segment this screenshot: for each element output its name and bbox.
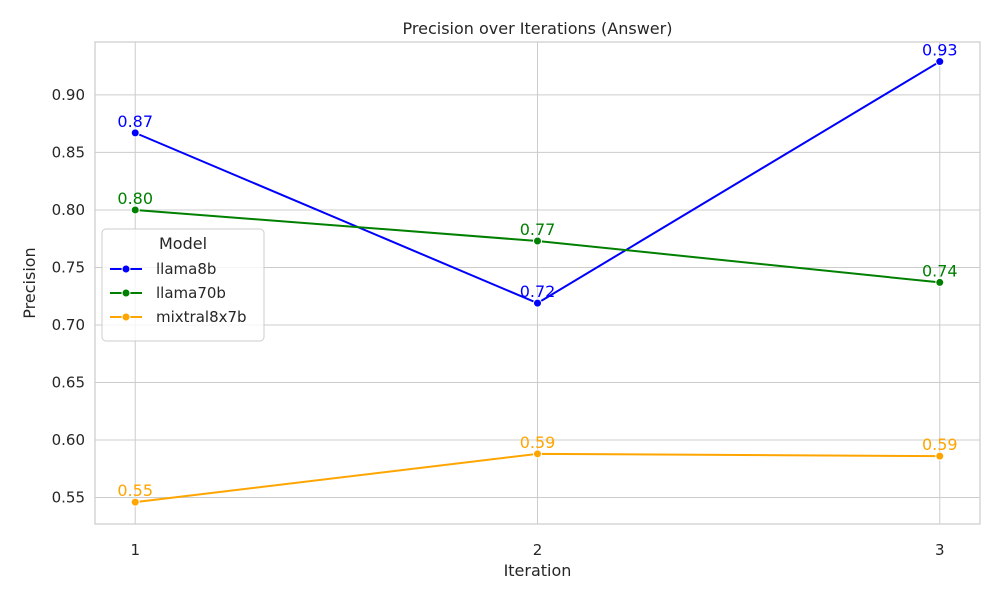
- y-tick-label: 0.75: [52, 258, 85, 276]
- data-point: [533, 449, 542, 459]
- y-tick-label: 0.65: [52, 374, 85, 392]
- data-label: 0.59: [922, 435, 958, 454]
- legend-label: llama8b: [156, 260, 216, 278]
- y-tick-label: 0.70: [52, 316, 85, 334]
- legend-item-llama70b: llama70b: [110, 284, 226, 302]
- data-point: [533, 298, 542, 308]
- data-label: 0.55: [117, 481, 153, 500]
- x-axis-title: Iteration: [504, 561, 572, 580]
- legend-swatch-marker: [121, 312, 131, 322]
- data-label: 0.93: [922, 41, 958, 60]
- data-point: [935, 451, 945, 461]
- legend-item-mixtral8x7b: mixtral8x7b: [110, 308, 247, 326]
- data-label: 0.87: [117, 112, 153, 131]
- y-tick-label: 0.60: [52, 431, 85, 449]
- plot-area: [94, 41, 981, 525]
- legend-box: [101, 228, 265, 342]
- legend-label: llama70b: [156, 284, 226, 302]
- y-tick-label: 0.85: [52, 143, 85, 161]
- series-mixtral8x7b: 0.55 0.59 0.59: [117, 433, 958, 507]
- data-point: [533, 236, 542, 246]
- legend-title: Model: [159, 234, 207, 253]
- y-tick-label: 0.90: [52, 86, 85, 104]
- x-tick-label: 3: [935, 541, 945, 559]
- legend-item-llama8b: llama8b: [110, 260, 216, 278]
- data-point: [130, 128, 140, 138]
- data-point: [130, 497, 140, 507]
- y-tick-label: 0.80: [52, 201, 85, 219]
- x-tick-label: 1: [130, 541, 140, 559]
- series-layer: 0.87 0.72 0.93 0.80 0.77 0.74 0.55 0.59 0.59: [117, 41, 958, 507]
- y-axis-title: Precision: [20, 247, 39, 318]
- chart-title: Precision over Iterations (Answer): [403, 19, 673, 38]
- data-point: [935, 57, 945, 67]
- legend-swatch-marker: [121, 288, 131, 298]
- legend-swatch-marker: [121, 264, 131, 274]
- legend-label: mixtral8x7b: [156, 308, 247, 326]
- x-tick-label: 2: [533, 541, 543, 559]
- tick-labels: 0.55 0.60 0.65 0.70 0.75 0.80 0.85 0.90 1 2 3: [52, 86, 945, 559]
- legend: Model llama8b llama70b mixtral8x7b: [101, 228, 265, 342]
- legend-items: llama8b llama70b mixtral8x7b: [110, 260, 247, 326]
- data-label: 0.77: [520, 220, 556, 239]
- data-point: [935, 277, 945, 287]
- series-llama70b: 0.80 0.77 0.74: [117, 189, 958, 287]
- data-point: [130, 205, 140, 215]
- data-label: 0.72: [520, 282, 556, 301]
- y-tick-label: 0.55: [52, 489, 85, 507]
- data-label: 0.74: [922, 261, 958, 280]
- series-llama8b: 0.87 0.72 0.93: [117, 41, 958, 308]
- data-label: 0.59: [520, 433, 556, 452]
- data-label: 0.80: [117, 189, 153, 208]
